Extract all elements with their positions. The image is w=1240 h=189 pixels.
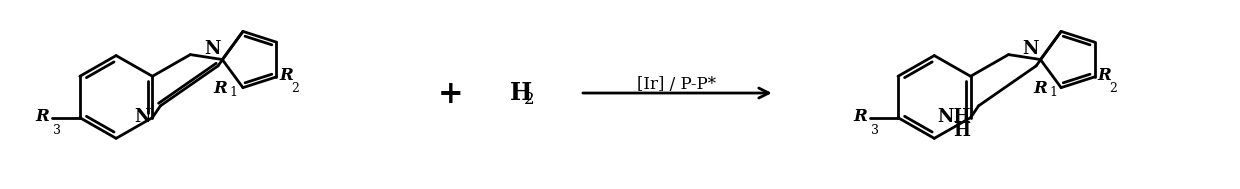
Text: R: R — [1033, 80, 1047, 97]
Text: 2: 2 — [525, 91, 534, 108]
Text: R: R — [35, 108, 48, 125]
Text: R: R — [853, 108, 867, 125]
Text: H: H — [954, 122, 971, 140]
Text: 1: 1 — [1049, 86, 1058, 99]
Text: [Ir] / P-P*: [Ir] / P-P* — [637, 76, 717, 93]
Text: 3: 3 — [870, 124, 879, 137]
Text: 2: 2 — [291, 82, 299, 95]
Text: +: + — [438, 80, 464, 111]
Text: R: R — [213, 80, 227, 97]
Text: N: N — [203, 40, 221, 58]
Text: 3: 3 — [53, 124, 61, 137]
Text: 2: 2 — [1110, 82, 1117, 95]
Text: N: N — [1022, 40, 1038, 58]
Text: NH: NH — [937, 108, 971, 126]
Text: H: H — [510, 81, 533, 105]
Text: N: N — [134, 108, 150, 126]
Text: R: R — [1097, 67, 1111, 84]
Text: R: R — [279, 67, 294, 84]
Text: 1: 1 — [229, 86, 237, 99]
